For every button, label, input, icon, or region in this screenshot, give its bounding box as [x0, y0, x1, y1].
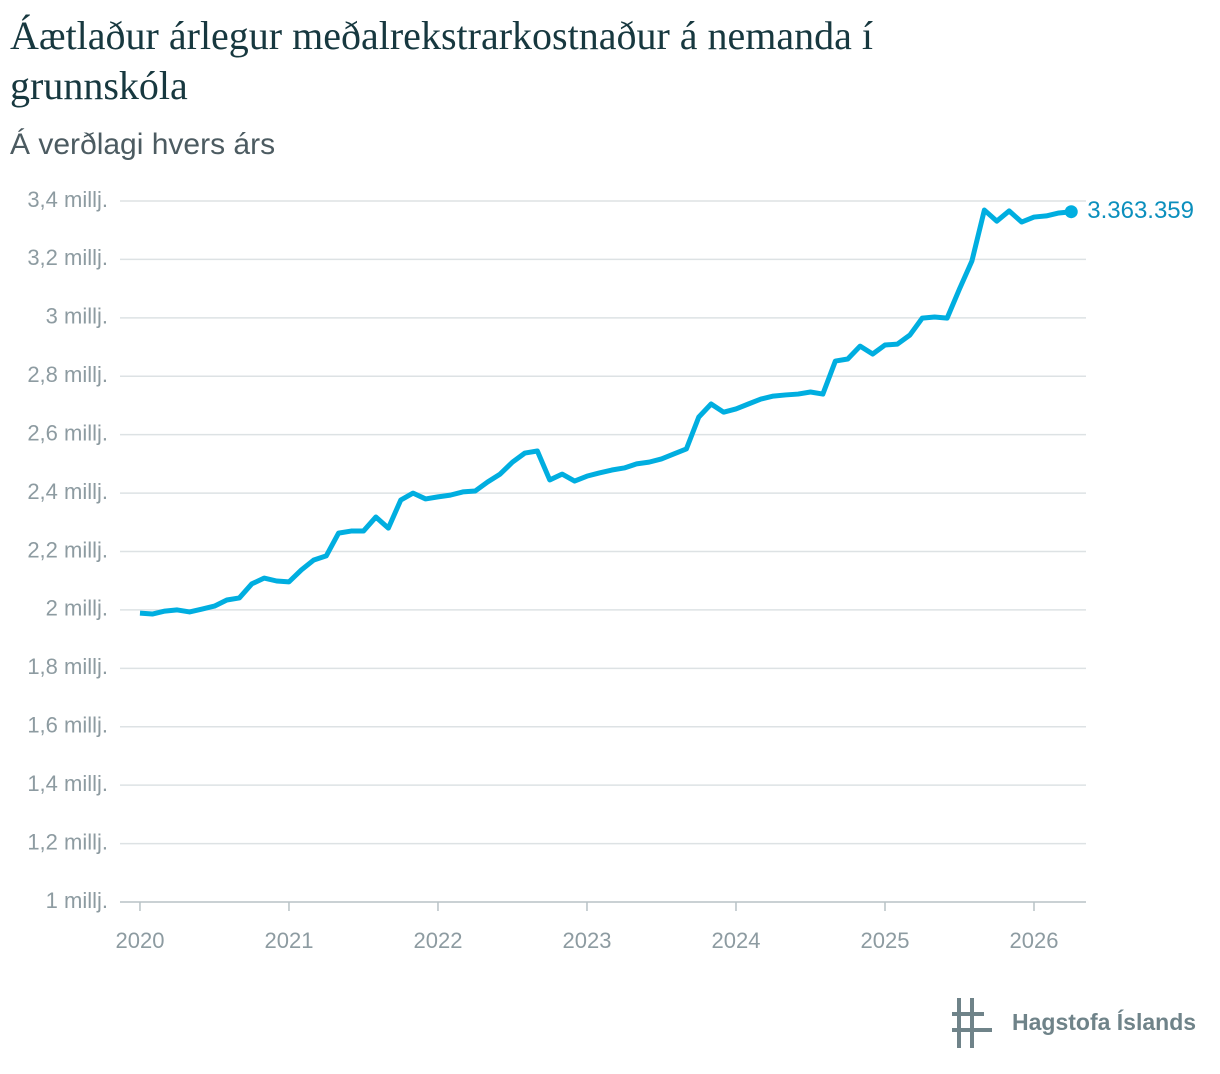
x-tick-label: 2023	[563, 928, 612, 953]
chart-title-line: Áætlaður árlegur meðalrekstrarkostnaður …	[10, 13, 873, 58]
source: Hagstofa Íslands	[1012, 1008, 1196, 1035]
logo	[952, 998, 992, 1048]
line	[139, 207, 1072, 617]
y-tick-label: 2,6 millj.	[27, 420, 108, 445]
chart-title: Áætlaður árlegur meðalrekstrarkostnaður …	[10, 13, 873, 58]
y-tick-label: 2 millj.	[46, 596, 108, 621]
y-tick-label: 2,2 millj.	[27, 537, 108, 562]
y-tick-label: 1,2 millj.	[27, 829, 108, 854]
y-tick-label: 3 millj.	[46, 304, 108, 329]
x-tick-label: 2024	[712, 928, 761, 953]
y-tick-label: 1 millj.	[46, 888, 108, 913]
x-tick-label: 2025	[861, 928, 910, 953]
x-tick-label: 2026	[1010, 928, 1059, 953]
x-tick-label: 2021	[264, 928, 313, 953]
value-label: 3.363.359	[1087, 197, 1194, 224]
y-tick-label: 3,2 millj.	[27, 245, 108, 270]
chart-title-line: grunnskóla	[10, 63, 188, 108]
y-tick-label: 1,8 millj.	[27, 654, 108, 679]
end-point	[1064, 205, 1078, 219]
y-tick-label: 2,8 millj.	[27, 362, 108, 387]
x-tick-label: 2022	[414, 928, 463, 953]
x-tick-label: 2020	[115, 928, 164, 953]
y-tick-label: 1,6 millj.	[27, 713, 108, 738]
y-tick-label: 2,4 millj.	[27, 479, 108, 504]
y-tick-label: 1,4 millj.	[27, 771, 108, 796]
chart-subtitle: Á verðlagi hvers árs	[10, 128, 275, 161]
y-tick-label: 3,4 millj.	[27, 187, 108, 212]
